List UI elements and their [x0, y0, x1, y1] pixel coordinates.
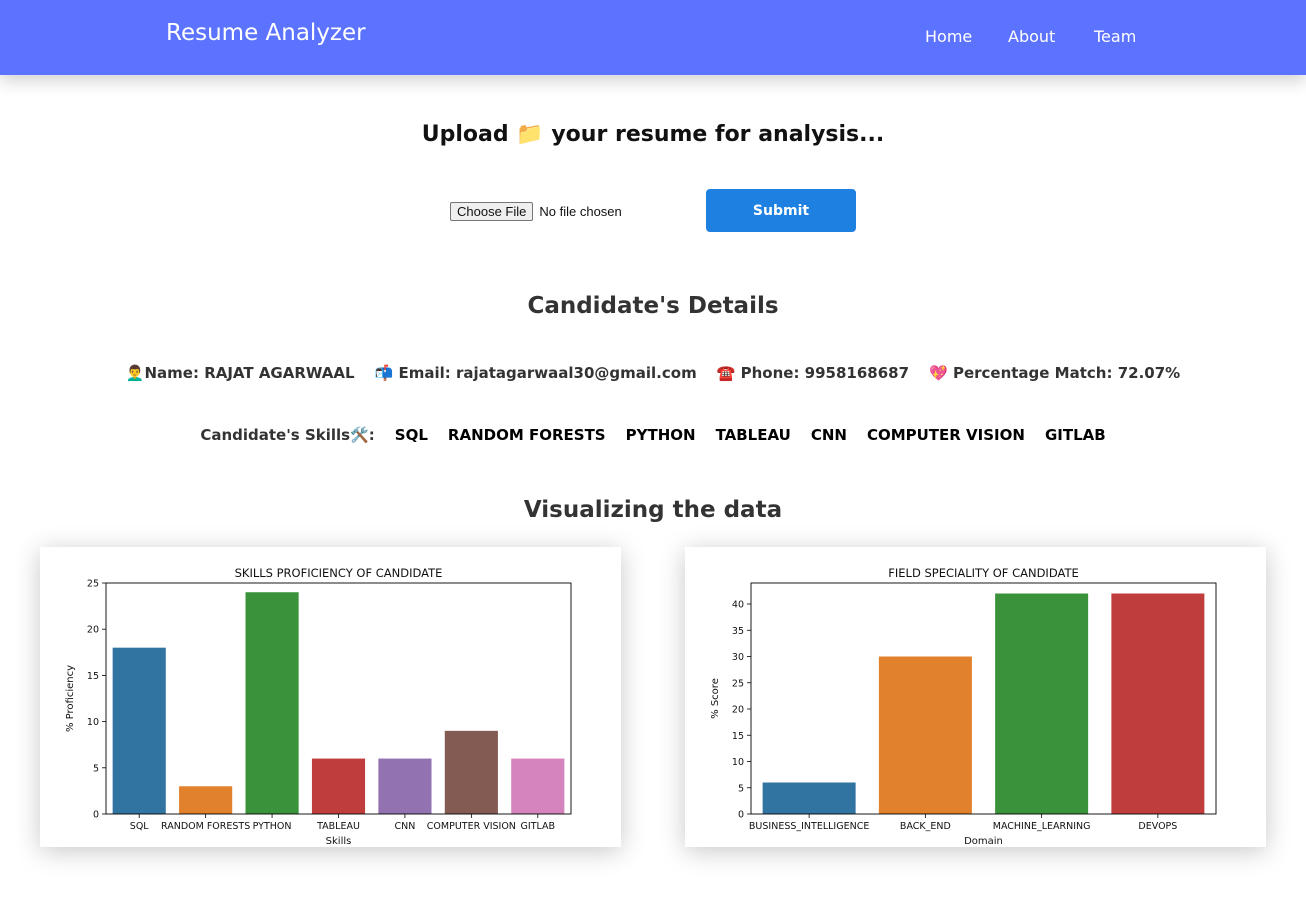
brand-title[interactable]: Resume Analyzer — [166, 20, 366, 46]
skill-item: RANDOM FORESTS — [448, 426, 606, 444]
bar-back-end — [879, 657, 972, 815]
x-axis-label: Domain — [964, 836, 1003, 847]
x-tick-label-business-intelligence: BUSINESS_INTELLIGENCE — [749, 821, 869, 832]
chart-title: FIELD SPECIALITY OF CANDIDATE — [888, 566, 1078, 580]
skill-item: COMPUTER VISION — [867, 426, 1025, 444]
x-tick-label-gitlab: GITLAB — [521, 821, 556, 832]
skills-label: Candidate's Skills🛠️: — [200, 426, 374, 444]
nav-link-home[interactable]: Home — [925, 27, 972, 46]
skills-chart: SKILLS PROFICIENCY OF CANDIDATE SQL RANDOM… — [40, 547, 621, 847]
bar-random-forests — [179, 786, 232, 814]
bar-python — [246, 592, 299, 814]
visual-heading: Visualizing the data — [0, 497, 1306, 523]
details-row: 👨‍🦱Name: RAJAT AGARWAAL 📬 Email: rajatag… — [0, 364, 1306, 382]
file-input[interactable]: Choose File No file chosen — [450, 202, 622, 221]
upload-title: Upload 📁 your resume for analysis... — [0, 122, 1306, 147]
bar-sql — [113, 648, 166, 814]
bar-machine-learning — [995, 594, 1088, 815]
candidate-name: 👨‍🦱Name: RAJAT AGARWAAL — [126, 364, 355, 382]
y-tick-label-20: 20 — [87, 625, 99, 636]
bar-computer-vision — [445, 731, 498, 814]
field-chart: FIELD SPECIALITY OF CANDIDATE BUSINESS_IN… — [685, 547, 1266, 847]
candidate-email: 📬 Email: rajatagarwaal30@gmail.com — [375, 364, 697, 382]
nav-link-about[interactable]: About — [1008, 27, 1055, 46]
bar-tableau — [312, 759, 365, 814]
skill-item: CNN — [811, 426, 847, 444]
y-tick-label-25: 25 — [87, 579, 99, 590]
details-heading: Candidate's Details — [0, 293, 1306, 319]
x-tick-label-cnn: CNN — [394, 821, 415, 832]
y-tick-label-5: 5 — [93, 763, 99, 774]
x-tick-label-random-forests: RANDOM FORESTS — [161, 821, 250, 832]
file-status: No file chosen — [539, 204, 621, 219]
y-tick-label-0: 0 — [93, 810, 99, 821]
choose-file-button[interactable]: Choose File — [450, 202, 533, 221]
submit-button[interactable]: Submit — [706, 189, 856, 232]
x-tick-label-sql: SQL — [130, 821, 150, 832]
y-tick-label-25: 25 — [732, 678, 744, 689]
bar-gitlab — [511, 759, 564, 814]
y-tick-label-20: 20 — [732, 705, 744, 716]
bar-devops — [1111, 594, 1204, 815]
y-axis-label: % Proficiency — [65, 665, 76, 732]
y-tick-label-30: 30 — [732, 652, 744, 663]
chart-title: SKILLS PROFICIENCY OF CANDIDATE — [235, 566, 443, 580]
skill-item: PYTHON — [626, 426, 696, 444]
y-tick-label-15: 15 — [732, 731, 744, 742]
skill-item: TABLEAU — [716, 426, 791, 444]
x-tick-label-tableau: TABLEAU — [316, 821, 360, 832]
candidate-phone: ☎️ Phone: 9958168687 — [717, 364, 909, 382]
y-tick-label-15: 15 — [87, 671, 99, 682]
y-tick-label-35: 35 — [732, 626, 744, 637]
y-tick-label-40: 40 — [732, 600, 744, 611]
field-chart-card: FIELD SPECIALITY OF CANDIDATE BUSINESS_IN… — [685, 547, 1266, 847]
skill-item: GITLAB — [1045, 426, 1106, 444]
percentage-match: 💖 Percentage Match: 72.07% — [929, 364, 1180, 382]
y-axis-label: % Score — [710, 678, 721, 719]
x-axis-label: Skills — [326, 836, 352, 847]
y-tick-label-0: 0 — [738, 810, 744, 821]
y-tick-label-10: 10 — [87, 717, 99, 728]
x-tick-label-devops: DEVOPS — [1138, 821, 1177, 832]
y-tick-label-10: 10 — [732, 757, 744, 768]
x-tick-label-machine-learning: MACHINE_LEARNING — [993, 821, 1091, 832]
skills-row: Candidate's Skills🛠️: SQL RANDOM FORESTS… — [0, 426, 1306, 444]
skill-item: SQL — [395, 426, 428, 444]
y-tick-label-5: 5 — [738, 783, 744, 794]
navbar: Resume Analyzer Home About Team — [0, 0, 1306, 75]
skills-chart-card: SKILLS PROFICIENCY OF CANDIDATE SQL RANDOM… — [40, 547, 621, 847]
bar-cnn — [378, 759, 431, 814]
x-tick-label-python: PYTHON — [253, 821, 292, 832]
bar-business-intelligence — [763, 783, 856, 815]
x-tick-label-back-end: BACK_END — [900, 821, 951, 832]
x-tick-label-computer-vision: COMPUTER VISION — [427, 821, 516, 832]
nav-link-team[interactable]: Team — [1094, 27, 1136, 46]
